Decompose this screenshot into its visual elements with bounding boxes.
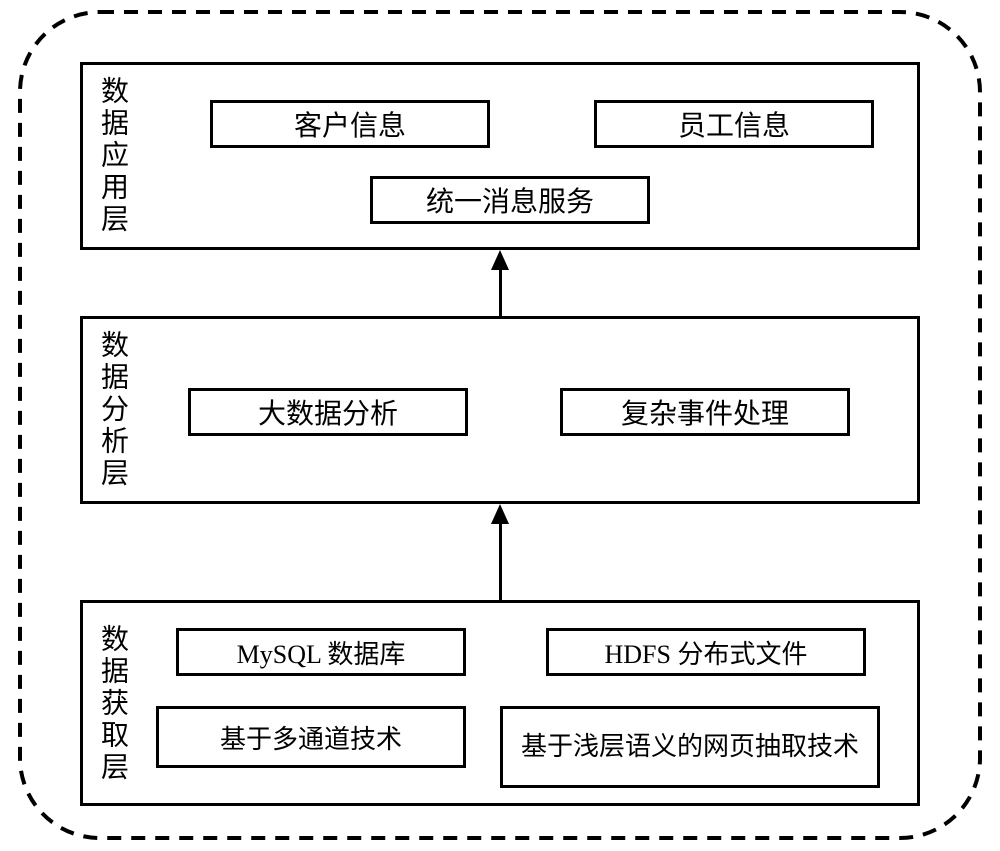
arrow-line [499, 522, 502, 600]
layer-analysis-label: 数据分析层 [92, 328, 132, 492]
box-employee-info: 员工信息 [594, 100, 874, 148]
box-hdfs-distributed-file: HDFS 分布式文件 [546, 628, 866, 676]
box-customer-info: 客户信息 [210, 100, 490, 148]
arrow-line [499, 268, 502, 316]
arrow-head-icon [491, 504, 509, 524]
box-bigdata-analysis: 大数据分析 [188, 388, 468, 436]
box-mysql-database: MySQL 数据库 [176, 628, 466, 676]
layer-acquisition-label: 数据获取层 [92, 614, 132, 794]
layer-application-label: 数据应用层 [92, 74, 132, 238]
box-shallow-semantic-text: 基于浅层语义的网页抽取技术 [521, 730, 859, 764]
box-complex-event-processing: 复杂事件处理 [560, 388, 850, 436]
box-unified-message-service: 统一消息服务 [370, 176, 650, 224]
arrow-head-icon [491, 250, 509, 270]
box-shallow-semantic-web-extraction: 基于浅层语义的网页抽取技术 [500, 706, 880, 788]
box-multichannel-tech: 基于多通道技术 [156, 706, 466, 768]
